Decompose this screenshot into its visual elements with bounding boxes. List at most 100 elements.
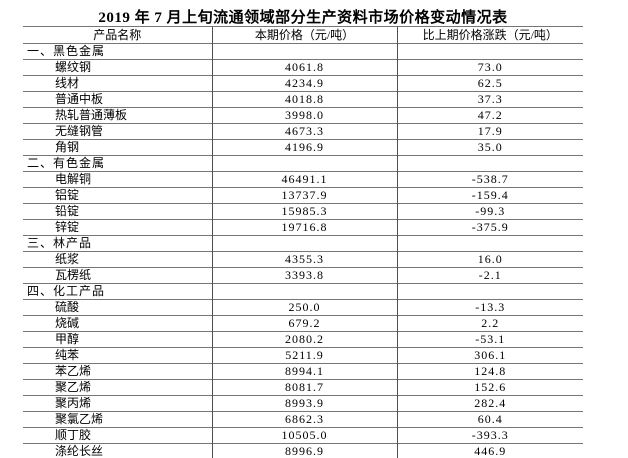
change-cell: 16.0 (396, 251, 583, 268)
change-cell (396, 283, 583, 300)
product-name-cell: 瓦楞纸 (23, 267, 212, 284)
change-cell: -53.1 (396, 331, 583, 348)
change-cell: 47.2 (396, 107, 583, 124)
price-cell: 13737.9 (211, 187, 397, 204)
product-name-cell: 铝锭 (23, 187, 212, 204)
change-cell: 282.4 (396, 395, 583, 412)
table-row: 螺纹钢 4061.8 73.0 (23, 59, 583, 76)
product-name-cell: 四、化工产品 (23, 283, 212, 300)
price-cell: 4355.3 (211, 251, 397, 268)
change-cell: 446.9 (396, 443, 583, 458)
price-cell: 8993.9 (211, 395, 397, 412)
table-row: 铅锭 15985.3 -99.3 (23, 203, 583, 220)
change-cell (396, 235, 583, 252)
table-row: 纯苯 5211.9 306.1 (23, 347, 583, 364)
product-name-cell: 三、林产品 (23, 235, 212, 252)
table-row: 角钢 4196.9 35.0 (23, 139, 583, 156)
change-cell: 2.2 (396, 315, 583, 332)
price-cell (211, 155, 397, 172)
product-name-cell: 锌锭 (23, 219, 212, 236)
product-name-cell: 普通中板 (23, 91, 212, 108)
table-row: 普通中板 4018.8 37.3 (23, 91, 583, 108)
product-name-cell: 聚丙烯 (23, 395, 212, 412)
table-row: 涤纶长丝 8996.9 446.9 (23, 443, 583, 458)
product-name-cell: 顺丁胶 (23, 427, 212, 444)
product-name-cell: 电解铜 (23, 171, 212, 188)
price-cell: 3998.0 (211, 107, 397, 124)
price-cell: 4234.9 (211, 75, 397, 92)
column-header-product-name: 产品名称 (23, 26, 212, 44)
change-cell (396, 155, 583, 172)
table-row: 苯乙烯 8994.1 124.8 (23, 363, 583, 380)
price-cell: 4196.9 (211, 139, 397, 156)
product-name-cell: 涤纶长丝 (23, 443, 212, 458)
price-cell: 10505.0 (211, 427, 397, 444)
column-header-current-price: 本期价格（元/吨） (211, 26, 397, 44)
change-cell: 152.6 (396, 379, 583, 396)
table-row: 铝锭 13737.9 -159.4 (23, 187, 583, 204)
change-cell: 17.9 (396, 123, 583, 140)
table-row: 热轧普通薄板 3998.0 47.2 (23, 107, 583, 124)
price-cell: 679.2 (211, 315, 397, 332)
product-name-cell: 聚乙烯 (23, 379, 212, 396)
price-cell: 6862.3 (211, 411, 397, 428)
price-cell: 5211.9 (211, 347, 397, 364)
price-cell: 4061.8 (211, 59, 397, 76)
product-name-cell: 硫酸 (23, 299, 212, 316)
product-name-cell: 无缝钢管 (23, 123, 212, 140)
product-name-cell: 螺纹钢 (23, 59, 212, 76)
price-cell: 2080.2 (211, 331, 397, 348)
change-cell: -13.3 (396, 299, 583, 316)
product-name-cell: 角钢 (23, 139, 212, 156)
table-row: 线材 4234.9 62.5 (23, 75, 583, 92)
product-name-cell: 甲醇 (23, 331, 212, 348)
table-row: 顺丁胶 10505.0 -393.3 (23, 427, 583, 444)
table-title: 2019 年 7 月上旬流通领域部分生产资料市场价格变动情况表 (98, 10, 508, 26)
section-row: 三、林产品 (23, 235, 583, 252)
price-cell (211, 283, 397, 300)
price-cell: 8994.1 (211, 363, 397, 380)
price-cell (211, 235, 397, 252)
product-name-cell: 一、黑色金属 (23, 43, 212, 60)
table-row: 烧碱 679.2 2.2 (23, 315, 583, 332)
change-cell: -538.7 (396, 171, 583, 188)
table-row: 无缝钢管 4673.3 17.9 (23, 123, 583, 140)
change-cell: -159.4 (396, 187, 583, 204)
product-name-cell: 苯乙烯 (23, 363, 212, 380)
change-cell: 60.4 (396, 411, 583, 428)
product-name-cell: 纸浆 (23, 251, 212, 268)
product-name-cell: 纯苯 (23, 347, 212, 364)
change-cell: 124.8 (396, 363, 583, 380)
change-cell: 62.5 (396, 75, 583, 92)
table-row: 聚乙烯 8081.7 152.6 (23, 379, 583, 396)
change-cell: 35.0 (396, 139, 583, 156)
change-cell: -375.9 (396, 219, 583, 236)
table-row: 纸浆 4355.3 16.0 (23, 251, 583, 268)
table-row: 硫酸 250.0 -13.3 (23, 299, 583, 316)
change-cell: 73.0 (396, 59, 583, 76)
section-row: 二、有色金属 (23, 155, 583, 172)
price-cell: 4018.8 (211, 91, 397, 108)
change-cell (396, 43, 583, 60)
price-cell: 46491.1 (211, 171, 397, 188)
change-cell: 37.3 (396, 91, 583, 108)
change-cell: -99.3 (396, 203, 583, 220)
table-body: 一、黑色金属 螺纹钢 4061.8 73.0 线材 4234.9 62.5 普通中板 4018.… (23, 43, 583, 458)
table-row: 甲醇 2080.2 -53.1 (23, 331, 583, 348)
change-cell: 306.1 (396, 347, 583, 364)
table-header: 产品名称 本期价格（元/吨） 比上期价格涨跌（元/吨） (23, 26, 583, 44)
table-row: 锌锭 19716.8 -375.9 (23, 219, 583, 236)
section-row: 四、化工产品 (23, 283, 583, 300)
product-name-cell: 线材 (23, 75, 212, 92)
price-cell: 15985.3 (211, 203, 397, 220)
section-row: 一、黑色金属 (23, 43, 583, 60)
product-name-cell: 铅锭 (23, 203, 212, 220)
table-row: 瓦楞纸 3393.8 -2.1 (23, 267, 583, 284)
price-cell: 3393.8 (211, 267, 397, 284)
price-cell: 19716.8 (211, 219, 397, 236)
price-cell: 250.0 (211, 299, 397, 316)
price-cell: 8996.9 (211, 443, 397, 458)
product-name-cell: 二、有色金属 (23, 155, 212, 172)
product-name-cell: 烧碱 (23, 315, 212, 332)
